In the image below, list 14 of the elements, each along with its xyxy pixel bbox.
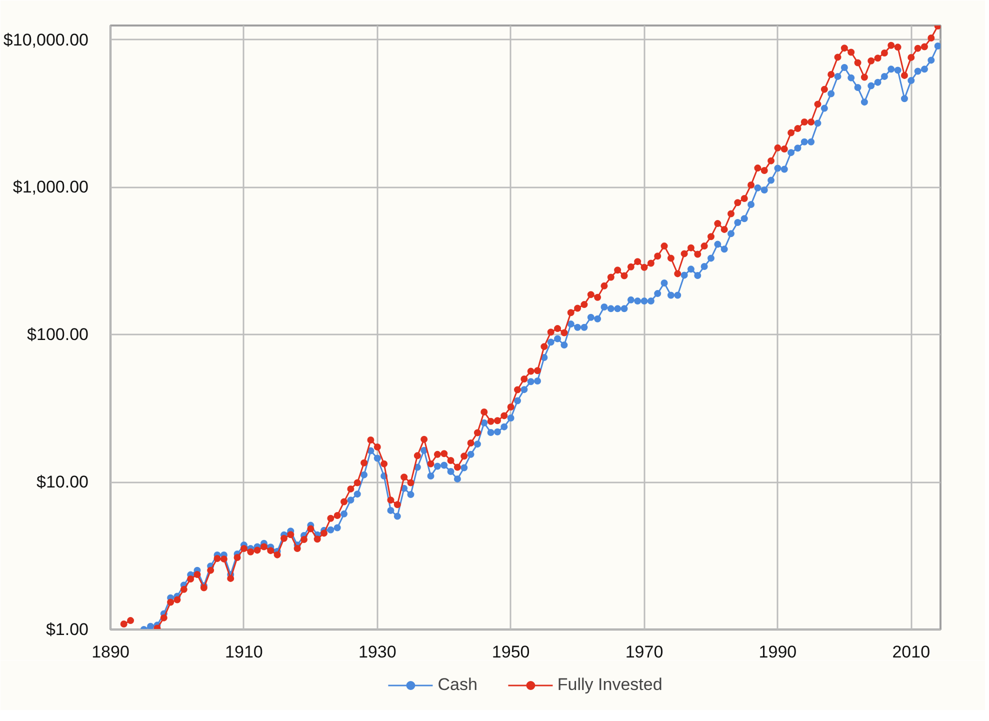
legend-label: Cash <box>438 675 478 695</box>
x-tick-label: 1930 <box>358 642 396 662</box>
y-tick-label: $100.00 <box>27 325 88 344</box>
y-tick-label: $1.00 <box>46 620 89 639</box>
x-tick-label: 1970 <box>625 642 664 662</box>
x-tick-label: 1990 <box>758 642 797 662</box>
y-tick-label: $10,000.00 <box>3 30 89 50</box>
x-tick-label: 1910 <box>225 642 263 662</box>
legend-label: Fully Invested <box>557 675 662 695</box>
y-tick-label: $1,000.00 <box>12 178 89 197</box>
x-tick-label: 1950 <box>492 642 530 662</box>
x-tick-label: 2010 <box>892 642 930 662</box>
y-tick-label: $10.00 <box>36 472 89 492</box>
x-tick-label: 1890 <box>92 642 130 662</box>
